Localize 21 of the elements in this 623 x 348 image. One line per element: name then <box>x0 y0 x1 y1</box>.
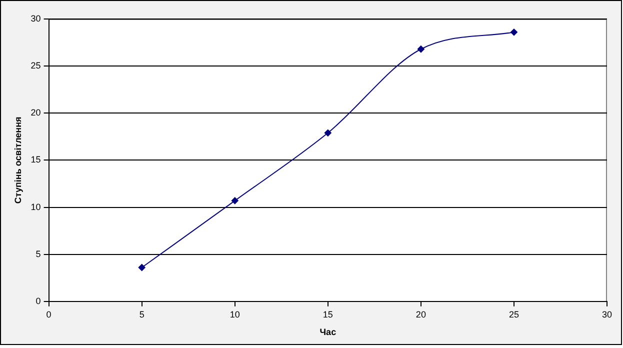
point <box>231 197 238 204</box>
y-tick-label: 10 <box>30 202 41 212</box>
x-tick-label: 20 <box>416 309 426 320</box>
point <box>417 46 424 53</box>
x-tick-label: 15 <box>322 309 333 320</box>
x-tick-label: 30 <box>602 309 612 320</box>
y-tick-label: 0 <box>36 296 41 306</box>
point <box>138 264 146 272</box>
x-tick-label: 10 <box>230 309 240 320</box>
x-tick-label: 5 <box>139 309 144 320</box>
y-tick-label: 5 <box>36 248 41 259</box>
point <box>510 28 518 36</box>
point <box>324 129 332 136</box>
x-tick-label: 25 <box>508 309 519 320</box>
x-tick-label: 0 <box>46 309 52 320</box>
y-tick-label: 15 <box>30 154 41 165</box>
y-axis-title: Ступінь освітлення <box>12 116 23 204</box>
y-tick-label: 20 <box>30 108 41 118</box>
y-tick-label: 25 <box>30 60 41 71</box>
y-tick-label: 30 <box>30 13 41 24</box>
x-axis-title: Час <box>320 327 336 338</box>
